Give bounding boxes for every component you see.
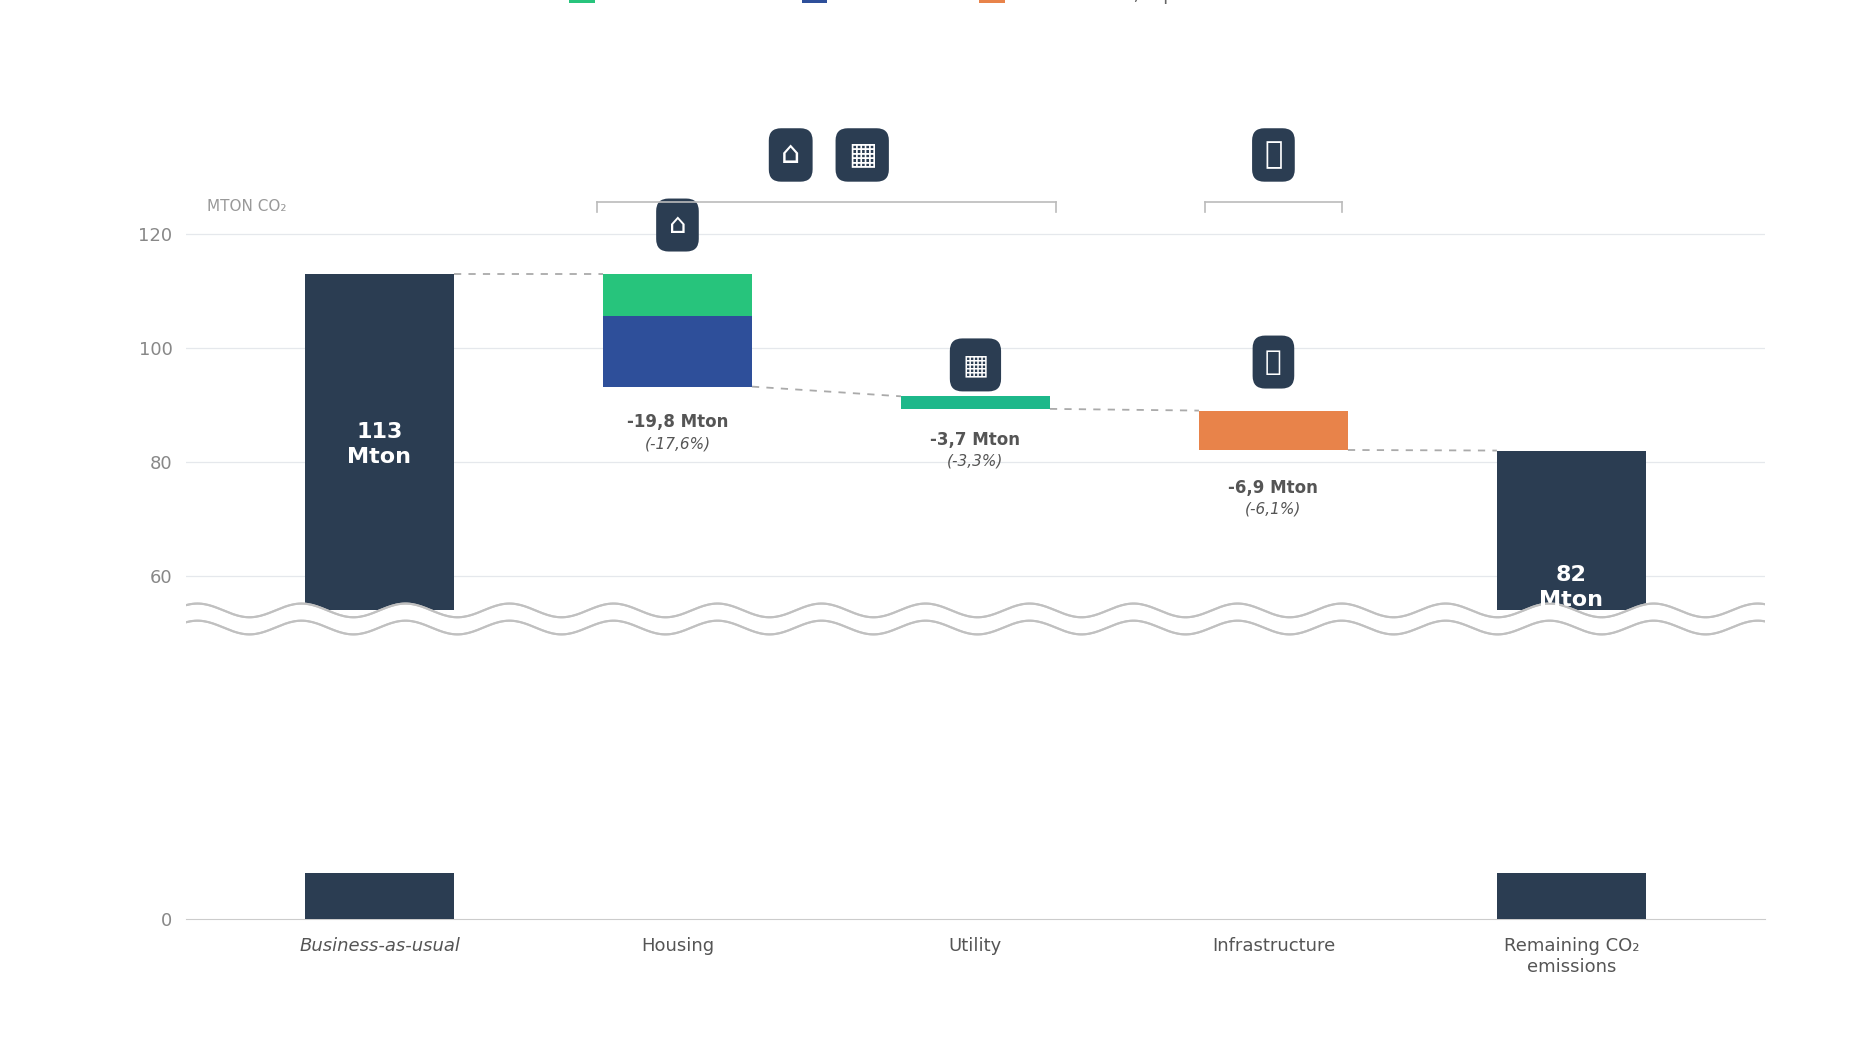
Text: -6,9 Mton: -6,9 Mton xyxy=(1227,479,1318,497)
Text: -19,8 Mton: -19,8 Mton xyxy=(626,413,728,431)
Text: (-17,6%): (-17,6%) xyxy=(644,436,709,451)
Bar xyxy=(901,397,1049,409)
Text: 113
Mton: 113 Mton xyxy=(347,423,410,468)
Bar xyxy=(1198,410,1346,450)
Bar xyxy=(1497,451,1645,919)
Bar xyxy=(604,316,752,386)
Bar xyxy=(186,611,1764,873)
Text: ⛟: ⛟ xyxy=(1265,348,1281,376)
Text: -3,7 Mton: -3,7 Mton xyxy=(930,430,1019,449)
Bar xyxy=(604,274,752,316)
Text: (-6,1%): (-6,1%) xyxy=(1244,502,1302,517)
Text: ▦: ▦ xyxy=(962,351,988,379)
Text: ▦: ▦ xyxy=(847,141,877,169)
Text: ⌂: ⌂ xyxy=(780,141,800,169)
Text: ⌂: ⌂ xyxy=(669,211,685,239)
Text: 82
Mton: 82 Mton xyxy=(1539,565,1603,610)
Text: ⛟: ⛟ xyxy=(1263,141,1281,169)
Legend: New construction, Renovation, Construction, replacement & renovation: New construction, Renovation, Constructi… xyxy=(563,0,1387,11)
Bar xyxy=(305,274,453,919)
Text: MTON CO₂: MTON CO₂ xyxy=(206,199,286,214)
Text: (-3,3%): (-3,3%) xyxy=(947,453,1003,469)
